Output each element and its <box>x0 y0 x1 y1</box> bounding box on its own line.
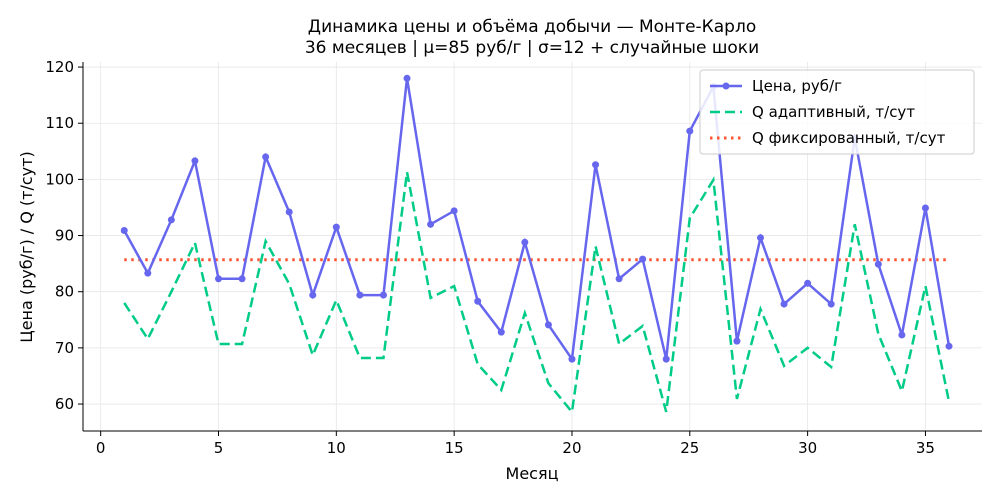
data-point <box>191 157 199 165</box>
x-tick-label: 20 <box>562 439 581 457</box>
data-point <box>379 291 387 299</box>
y-tick-label: 60 <box>55 395 74 413</box>
y-tick-label: 70 <box>55 339 74 357</box>
series-line-1 <box>123 171 951 415</box>
data-point <box>615 275 623 283</box>
data-point <box>332 223 340 231</box>
data-point <box>568 355 576 363</box>
data-point <box>262 153 270 161</box>
data-point <box>238 275 246 283</box>
data-point <box>592 161 600 169</box>
data-point <box>639 255 647 263</box>
data-point <box>403 74 411 82</box>
chart-title: Динамика цены и объёма добычи — Монте-Ка… <box>308 17 756 37</box>
data-point <box>686 127 694 135</box>
data-point <box>662 355 670 363</box>
data-point <box>756 234 764 242</box>
data-point <box>120 226 128 234</box>
x-axis-label: Месяц <box>506 464 559 483</box>
data-point <box>921 204 929 212</box>
y-axis-label: Цена (руб/г) / Q (т/сут) <box>17 151 36 342</box>
data-point <box>521 238 529 246</box>
legend-box <box>699 69 975 155</box>
x-tick-label: 35 <box>916 439 935 457</box>
x-tick-label: 5 <box>214 439 224 457</box>
legend-label-2: Q фиксированный, т/сут <box>752 129 946 147</box>
y-tick-label: 80 <box>55 283 74 301</box>
chart-subtitle: 36 месяцев | μ=85 руб/г | σ=12 + случайн… <box>305 38 759 58</box>
y-tick-label: 120 <box>45 58 74 76</box>
data-point <box>874 260 882 268</box>
data-point <box>144 269 152 277</box>
x-tick-label: 0 <box>96 439 106 457</box>
series-line-0 <box>123 78 951 363</box>
data-point <box>780 300 788 308</box>
data-point <box>898 331 906 339</box>
data-point <box>733 337 741 345</box>
legend-label-1: Q адаптивный, т/сут <box>752 103 915 121</box>
data-point <box>804 279 812 287</box>
y-tick-label: 100 <box>45 170 74 188</box>
axes: 0 5 10 15 20 25 30 35 60 70 80 90 100 110 120 <box>45 58 982 457</box>
data-point <box>214 275 222 283</box>
x-tick-label: 30 <box>798 439 817 457</box>
series-group <box>120 74 953 415</box>
data-point <box>474 297 482 305</box>
data-point <box>827 300 835 308</box>
data-point <box>497 328 505 336</box>
data-point <box>309 291 317 299</box>
x-tick-label: 10 <box>327 439 346 457</box>
legend-label-0: Цена, руб/г <box>752 77 842 95</box>
data-point <box>167 216 175 224</box>
data-point <box>285 208 293 216</box>
data-point <box>427 220 435 228</box>
legend: Цена, руб/г Q адаптивный, т/сут Q фиксиров… <box>699 69 975 155</box>
x-tick-label: 25 <box>680 439 699 457</box>
x-tick-label: 15 <box>445 439 464 457</box>
data-point <box>450 207 458 215</box>
data-point <box>544 321 552 329</box>
y-tick-label: 90 <box>55 227 74 245</box>
legend-marker <box>722 82 730 90</box>
data-point <box>945 342 953 350</box>
data-point <box>356 291 364 299</box>
y-tick-label: 110 <box>45 114 74 132</box>
